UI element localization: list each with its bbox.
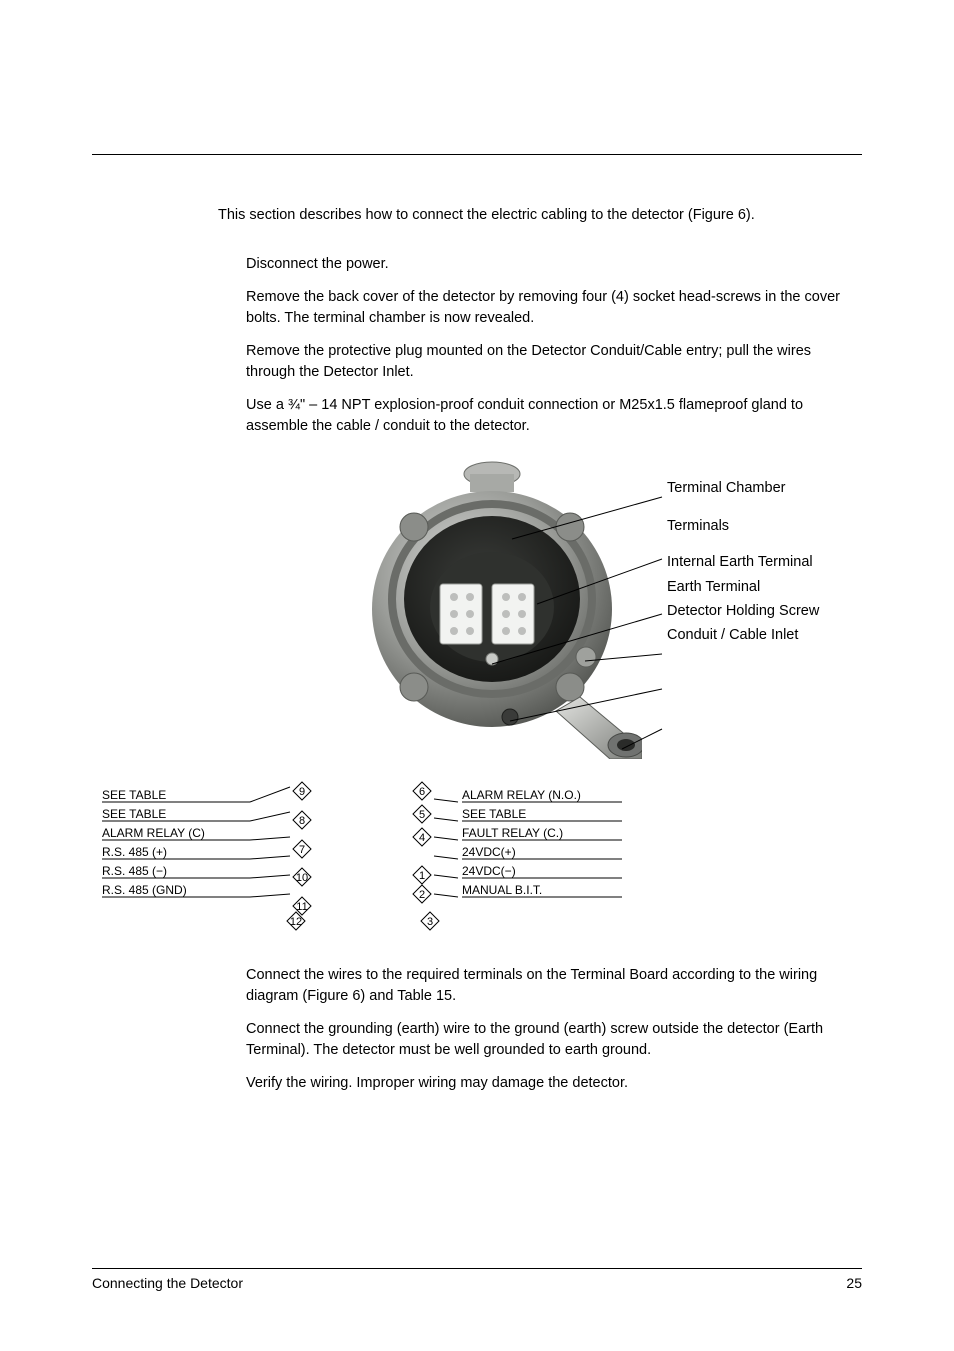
steps-before-figure: Disconnect the power. Remove the back co… bbox=[246, 254, 862, 437]
svg-text:9: 9 bbox=[299, 786, 305, 798]
svg-text:10: 10 bbox=[296, 872, 308, 884]
svg-text:ALARM RELAY (N.O.): ALARM RELAY (N.O.) bbox=[462, 788, 581, 802]
page-footer: Connecting the Detector 25 bbox=[92, 1268, 862, 1291]
svg-text:ALARM RELAY (C): ALARM RELAY (C) bbox=[102, 826, 205, 840]
svg-text:R.S. 485 (+): R.S. 485 (+) bbox=[102, 845, 167, 859]
step-4: Use a ¾" – 14 NPT explosion-proof condui… bbox=[246, 395, 862, 437]
svg-text:SEE TABLE: SEE TABLE bbox=[102, 807, 166, 821]
step-1: Disconnect the power. bbox=[246, 254, 862, 275]
bottom-rule bbox=[92, 1268, 862, 1269]
svg-text:SEE TABLE: SEE TABLE bbox=[102, 788, 166, 802]
step-7: Verify the wiring. Improper wiring may d… bbox=[246, 1073, 862, 1094]
detector-photo bbox=[342, 449, 642, 759]
svg-text:FAULT RELAY (C.): FAULT RELAY (C.) bbox=[462, 826, 563, 840]
svg-text:R.S. 485 (GND): R.S. 485 (GND) bbox=[102, 883, 187, 897]
svg-text:11: 11 bbox=[296, 901, 307, 913]
step-3: Remove the protective plug mounted on th… bbox=[246, 341, 862, 383]
svg-text:4: 4 bbox=[419, 832, 425, 844]
svg-text:24VDC(−): 24VDC(−) bbox=[462, 864, 516, 878]
step-2: Remove the back cover of the detector by… bbox=[246, 287, 862, 329]
steps-after-figure: Connect the wires to the required termin… bbox=[246, 965, 862, 1094]
wiring-diagram: SEE TABLE 9 SEE TABLE 8 ALARM RELAY (C) 7 R.S.… bbox=[102, 779, 662, 939]
footer-section-title: Connecting the Detector bbox=[92, 1275, 243, 1291]
svg-text:24VDC(+): 24VDC(+) bbox=[462, 845, 516, 859]
top-rule bbox=[92, 154, 862, 155]
svg-text:1: 1 bbox=[419, 870, 425, 882]
label-terminals: Terminals bbox=[667, 517, 862, 535]
svg-text:SEE TABLE: SEE TABLE bbox=[462, 807, 526, 821]
svg-text:3: 3 bbox=[427, 916, 433, 928]
step-6: Connect the grounding (earth) wire to th… bbox=[246, 1019, 862, 1061]
svg-text:MANUAL B.I.T.: MANUAL B.I.T. bbox=[462, 883, 542, 897]
svg-text:6: 6 bbox=[419, 786, 425, 798]
photo-callout-labels: Terminal Chamber Terminals Internal Eart… bbox=[667, 479, 862, 650]
svg-text:8: 8 bbox=[299, 815, 305, 827]
footer-page-number: 25 bbox=[846, 1275, 862, 1291]
step-5: Connect the wires to the required termin… bbox=[246, 965, 862, 1007]
label-earth-terminal: Earth Terminal bbox=[667, 578, 862, 596]
svg-text:2: 2 bbox=[419, 889, 425, 901]
svg-text:R.S. 485 (−): R.S. 485 (−) bbox=[102, 864, 167, 878]
label-holding-screw: Detector Holding Screw bbox=[667, 602, 862, 620]
figure-6: Terminal Chamber Terminals Internal Eart… bbox=[92, 449, 862, 949]
svg-text:7: 7 bbox=[299, 844, 305, 856]
intro-text: This section describes how to connect th… bbox=[218, 205, 862, 226]
svg-text:12: 12 bbox=[290, 916, 302, 928]
label-conduit-inlet: Conduit / Cable Inlet bbox=[667, 626, 862, 644]
svg-text:5: 5 bbox=[419, 809, 425, 821]
label-terminal-chamber: Terminal Chamber bbox=[667, 479, 862, 497]
label-internal-earth: Internal Earth Terminal bbox=[667, 553, 862, 571]
